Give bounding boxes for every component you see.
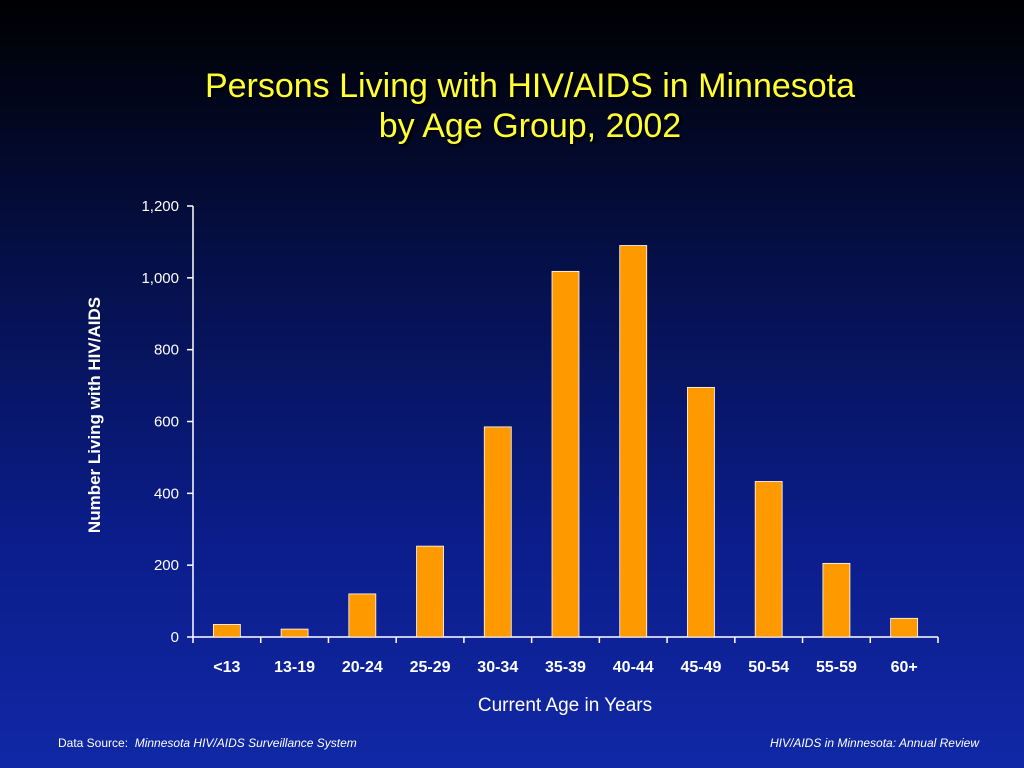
footer-source-label: Data Source: — [58, 736, 129, 750]
bar-30-34 — [483, 426, 512, 638]
x-tick-label: 40-44 — [613, 659, 654, 676]
footer-publication: HIV/AIDS in Minnesota: Annual Review — [770, 736, 979, 750]
x-tick-label: 30-34 — [477, 659, 518, 676]
y-axis-title: Number Living with HIV/AIDS — [85, 297, 104, 533]
x-tick-label: 25-29 — [410, 659, 451, 676]
x-axis: <13 13-19 20-24 25-29 30-34 35-39 40-44 45-49 50… — [192, 636, 939, 676]
bar-50-54 — [754, 481, 783, 638]
bar-60+ — [890, 617, 919, 638]
y-tick-label: 200 — [154, 557, 179, 574]
y-tick-label: 800 — [154, 342, 179, 359]
x-tick-label: <13 — [213, 659, 240, 676]
bar-13-19 — [280, 628, 309, 638]
bar-25-29 — [416, 545, 444, 638]
x-tick-label: 13-19 — [274, 659, 315, 676]
y-tick-label: 0 — [171, 629, 179, 646]
bar-45-49 — [687, 386, 715, 638]
bars — [212, 245, 919, 638]
x-tick-label: 55-59 — [816, 659, 857, 676]
footer-data-source: Data Source: Minnesota HIV/AIDS Surveill… — [58, 736, 357, 750]
chart-title-line1: Persons Living with HIV/AIDS in Minnesot… — [204, 67, 856, 105]
x-tick-label: 20-24 — [342, 659, 383, 676]
bar-55-59 — [822, 562, 851, 638]
x-tick-label: 35-39 — [545, 659, 586, 676]
bar-40-44 — [619, 245, 648, 638]
x-tick-label: 60+ — [891, 659, 918, 676]
chart-title: Persons Living with HIV/AIDS in Minnesot… — [0, 66, 1024, 146]
bar-<13 — [212, 624, 241, 638]
footer-source-name: Minnesota HIV/AIDS Surveillance System — [134, 736, 357, 750]
y-tick-label: 1,000 — [141, 270, 179, 287]
x-axis-title: Current Age in Years — [478, 695, 652, 716]
bar-35-39 — [551, 270, 580, 638]
x-tick-label: 50-54 — [748, 659, 789, 676]
y-tick-label: 400 — [154, 485, 179, 502]
y-tick-label: 600 — [154, 414, 179, 431]
bar-20-24 — [348, 593, 377, 638]
x-tick-label: 45-49 — [680, 659, 721, 676]
chart-title-line2: by Age Group, 2002 — [378, 107, 682, 145]
y-axis: 0 200 400 600 800 1,000 1,200 — [141, 198, 194, 646]
y-tick-label: 1,200 — [141, 198, 179, 215]
